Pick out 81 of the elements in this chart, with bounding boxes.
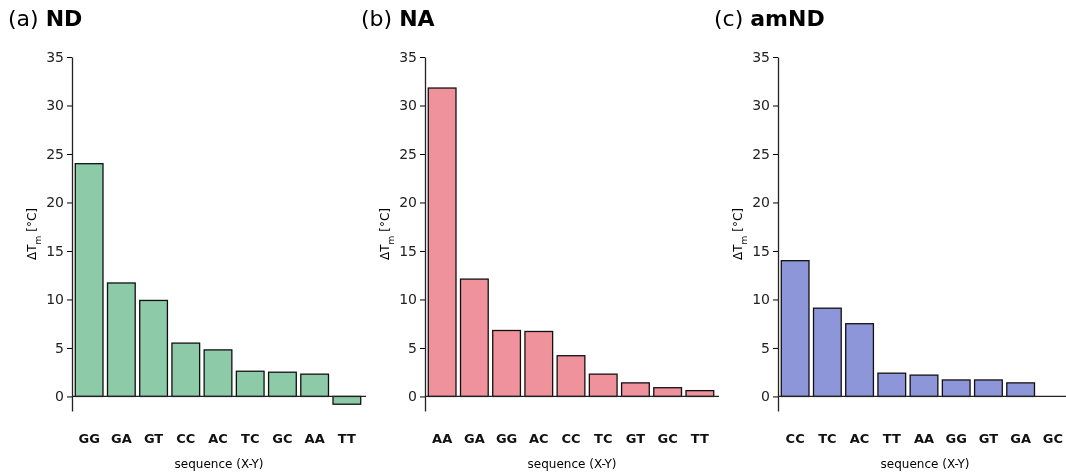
y-tick-label: 25 xyxy=(399,145,417,162)
x-tick-label: TC xyxy=(594,431,613,447)
bar xyxy=(780,260,810,398)
x-tick-label: GG xyxy=(945,431,967,447)
chart-title: (b) NA xyxy=(361,6,435,31)
bar xyxy=(74,163,104,398)
y-tick-label: 25 xyxy=(46,145,64,162)
x-tick-label: CC xyxy=(785,431,805,447)
x-tick-label: TC xyxy=(241,431,260,447)
y-tick-label: 10 xyxy=(46,291,64,308)
y-tick-label: 15 xyxy=(46,242,64,259)
bar xyxy=(203,349,233,398)
bar xyxy=(588,373,618,398)
chart-title: (a) ND xyxy=(8,6,83,31)
bar xyxy=(171,342,201,398)
y-tick-label: 35 xyxy=(399,48,417,65)
bar xyxy=(909,374,939,398)
bar xyxy=(492,329,522,398)
x-tick-label: CC xyxy=(176,431,196,447)
bar xyxy=(1006,382,1036,398)
y-tick-label: 15 xyxy=(752,242,770,259)
x-tick-label: GT xyxy=(978,431,999,447)
x-axis-title: sequence (X-Y) xyxy=(174,457,264,471)
y-tick-label: 20 xyxy=(752,194,770,211)
x-tick-label: GC xyxy=(1042,431,1063,447)
bar xyxy=(106,282,136,398)
y-tick-label: 30 xyxy=(399,97,417,114)
y-tick-label: 30 xyxy=(752,97,770,114)
x-tick-label: CC xyxy=(561,431,581,447)
y-tick-label: 0 xyxy=(55,388,64,405)
bar xyxy=(427,87,457,398)
y-tick-label: 0 xyxy=(408,388,417,405)
bar xyxy=(524,330,554,398)
y-tick-label: 25 xyxy=(752,145,770,162)
bar xyxy=(877,372,907,398)
bar xyxy=(973,379,1003,398)
y-tick-label: 30 xyxy=(46,97,64,114)
bar xyxy=(941,379,971,398)
bar xyxy=(139,299,169,398)
y-tick-label: 0 xyxy=(761,388,770,405)
x-tick-label: AA xyxy=(432,431,453,447)
bar xyxy=(459,278,489,398)
x-axis-title: sequence (X-Y) xyxy=(880,457,970,471)
x-axis-title: sequence (X-Y) xyxy=(527,457,617,471)
y-tick-label: 5 xyxy=(761,339,770,356)
x-tick-label: GA xyxy=(463,431,485,447)
chart-title: (c) amND xyxy=(714,6,825,31)
x-tick-label: AC xyxy=(849,431,870,447)
x-tick-label: TT xyxy=(690,431,709,447)
bar xyxy=(620,382,650,398)
x-tick-label: TT xyxy=(337,431,356,447)
y-tick-label: 5 xyxy=(408,339,417,356)
x-tick-label: AA xyxy=(913,431,935,447)
y-tick-label: 20 xyxy=(399,194,417,211)
y-tick-label: 35 xyxy=(752,48,770,65)
bar xyxy=(556,355,586,398)
x-tick-label: AC xyxy=(528,431,549,447)
y-tick-label: 15 xyxy=(399,242,417,259)
x-tick-label: AA xyxy=(304,431,325,447)
x-tick-label: GG xyxy=(78,431,100,447)
x-tick-label: GT xyxy=(143,431,164,447)
x-tick-label: GC xyxy=(272,431,293,447)
bar xyxy=(845,323,875,398)
bar xyxy=(812,307,842,398)
bar xyxy=(267,371,297,398)
x-tick-label: GA xyxy=(110,431,132,447)
x-tick-label: GC xyxy=(657,431,678,447)
x-tick-label: AC xyxy=(208,431,228,447)
bar xyxy=(653,387,683,398)
x-tick-label: GT xyxy=(625,431,646,447)
y-tick-label: 20 xyxy=(46,194,64,211)
x-tick-label: TC xyxy=(818,431,837,447)
x-tick-label: TT xyxy=(882,431,901,447)
bar xyxy=(300,373,330,398)
x-tick-label: GG xyxy=(495,431,518,447)
y-tick-label: 5 xyxy=(55,339,64,356)
y-tick-label: 10 xyxy=(752,291,770,308)
x-tick-label: GA xyxy=(1010,431,1032,447)
y-tick-label: 10 xyxy=(399,291,417,308)
bar xyxy=(235,370,265,398)
y-tick-label: 35 xyxy=(46,48,64,65)
